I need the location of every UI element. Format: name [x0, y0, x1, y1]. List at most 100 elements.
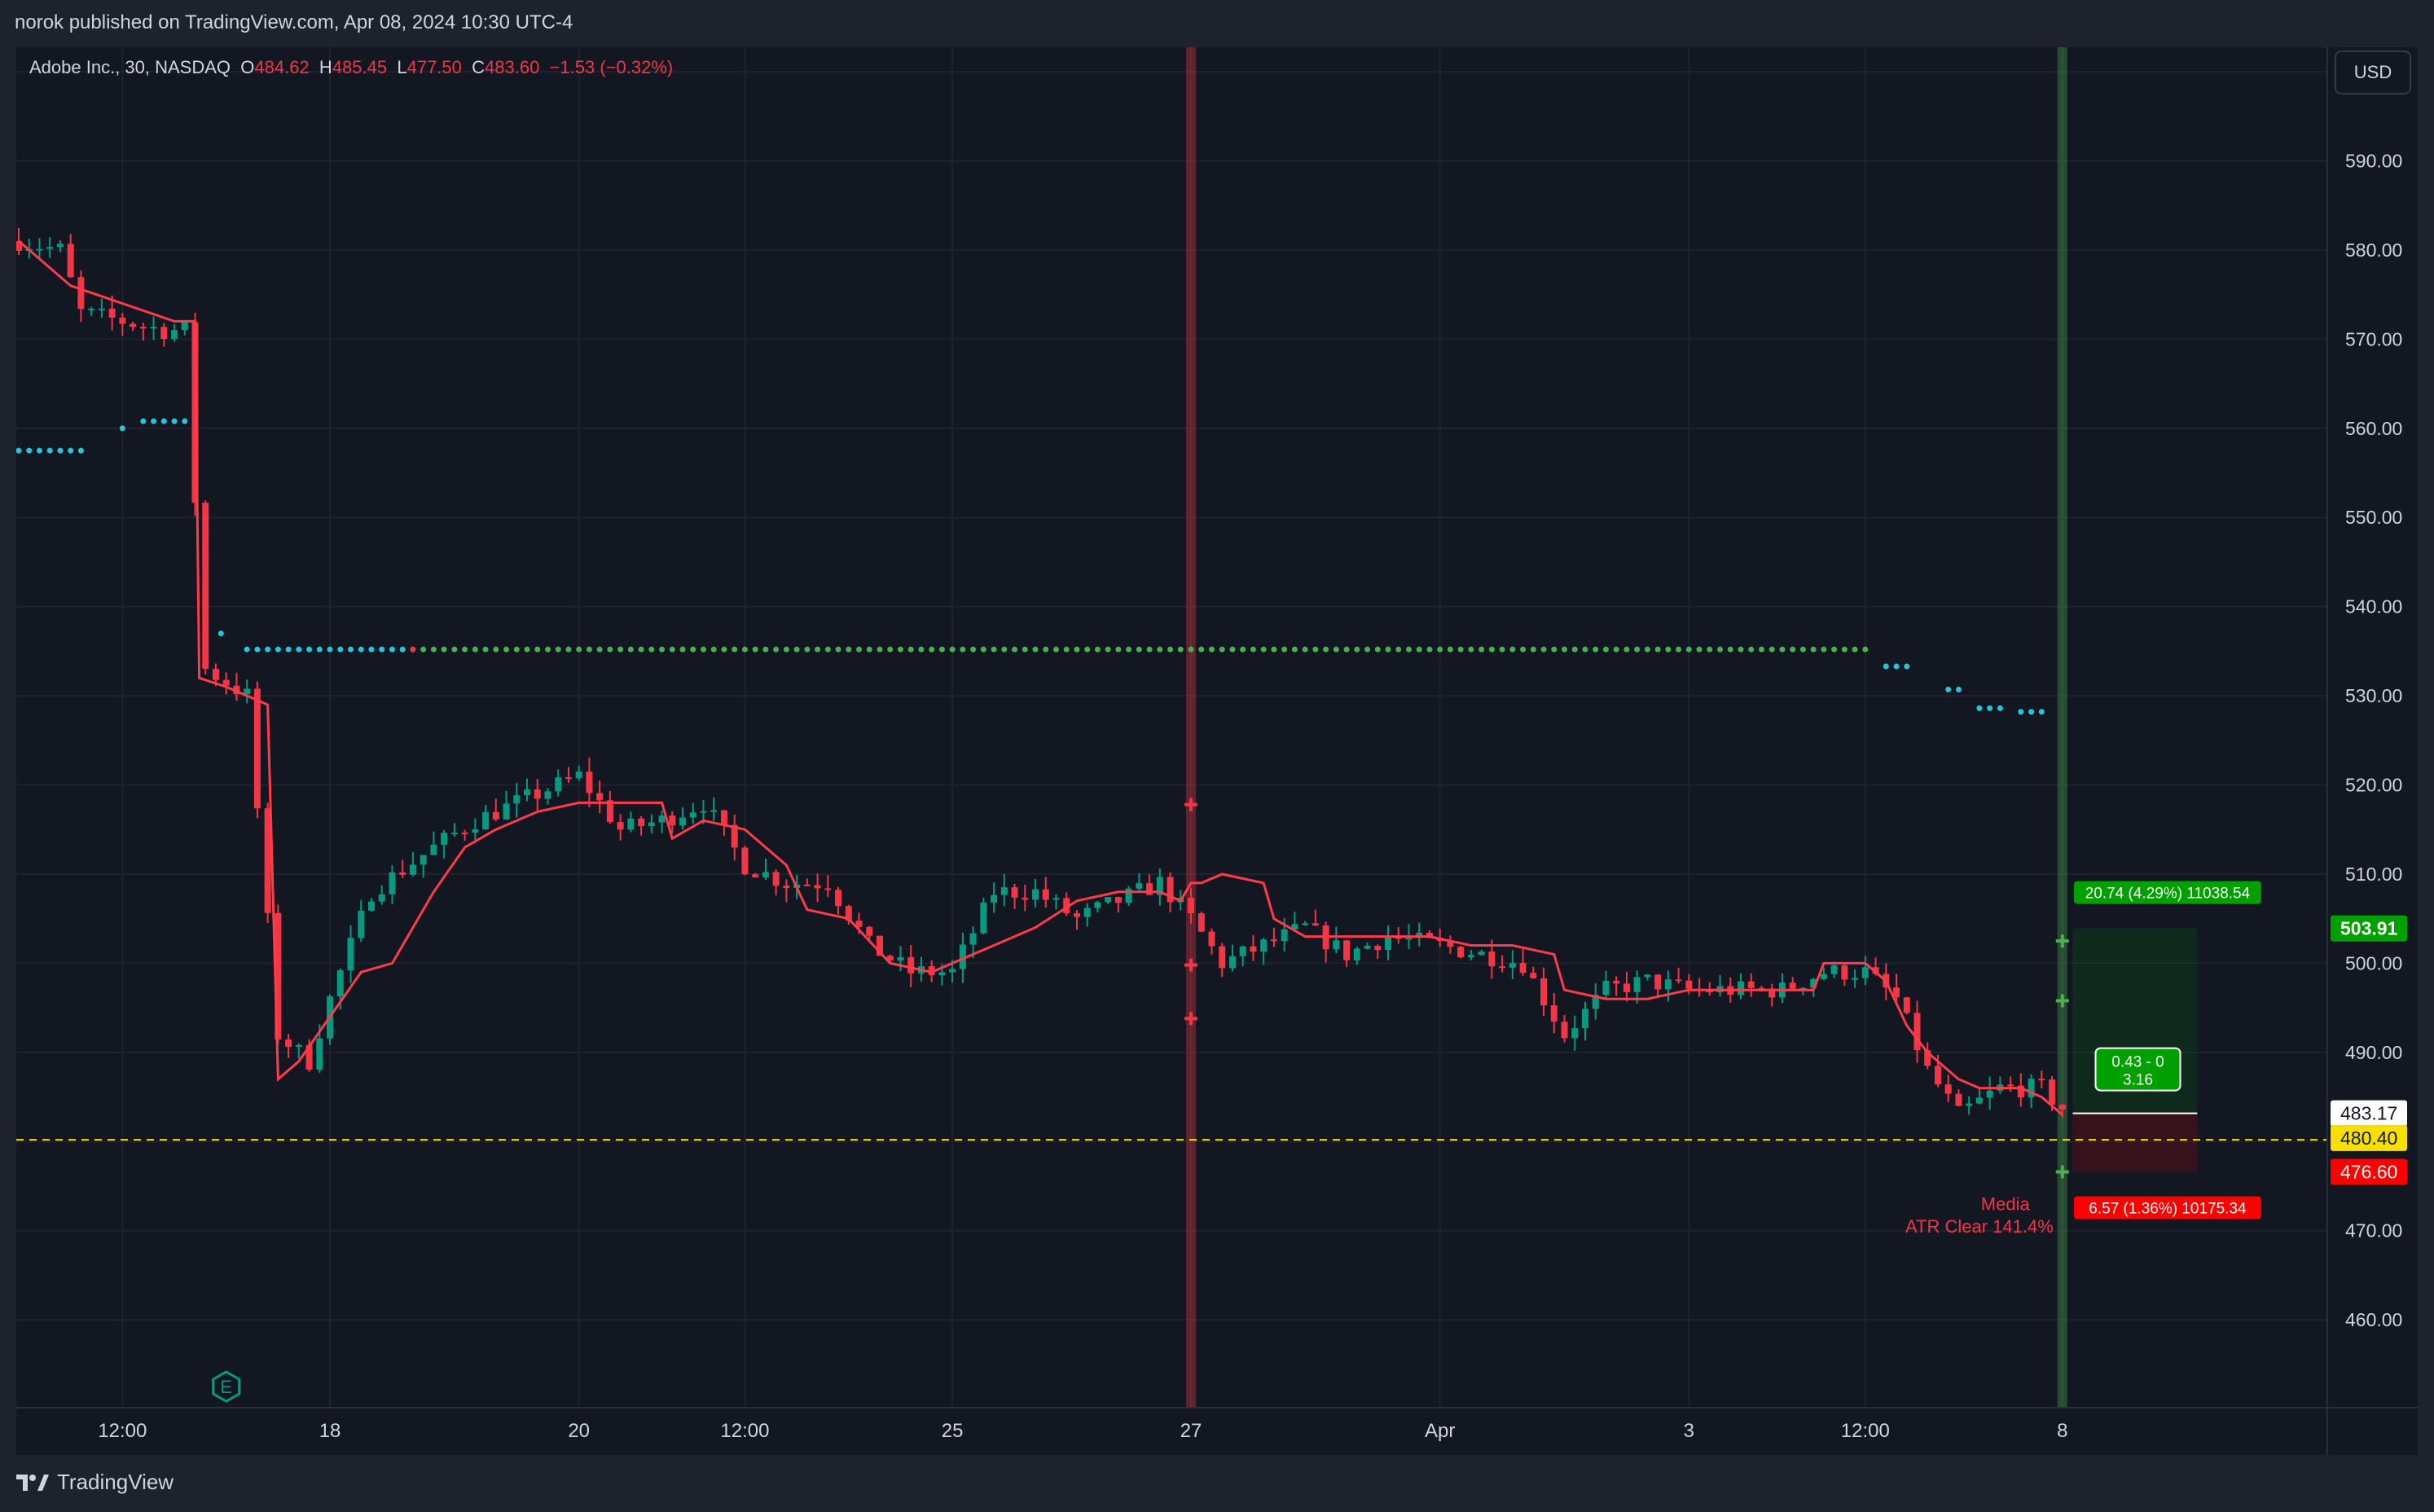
candle-body[interactable] [845, 906, 852, 921]
candle-body[interactable] [16, 240, 22, 251]
candle-body[interactable] [1457, 947, 1465, 958]
candle-body[interactable] [1405, 938, 1413, 940]
candle-body[interactable] [1467, 955, 1474, 958]
candle-body[interactable] [2049, 1079, 2056, 1105]
candle-body[interactable] [638, 818, 645, 827]
candle-body[interactable] [513, 795, 521, 804]
candle-body[interactable] [814, 885, 821, 889]
candle-body[interactable] [1944, 1084, 1952, 1094]
candle-body[interactable] [1311, 923, 1319, 926]
candle-body[interactable] [1747, 981, 1755, 988]
candle-body[interactable] [1302, 923, 1309, 925]
candle-body[interactable] [617, 822, 624, 830]
candle-body[interactable] [1063, 898, 1070, 914]
candle-body[interactable] [1197, 912, 1205, 932]
candle-body[interactable] [1499, 966, 1506, 969]
candle-body[interactable] [98, 308, 105, 310]
candle-body[interactable] [181, 322, 188, 331]
candle-body[interactable] [295, 1044, 302, 1047]
candle-body[interactable] [1353, 948, 1360, 960]
candle-body[interactable] [1052, 898, 1060, 900]
candle-body[interactable] [2038, 1079, 2045, 1081]
tradingview-logo[interactable]: TradingView [16, 1470, 174, 1495]
candle-body[interactable] [1592, 995, 1599, 1009]
candle-body[interactable] [1166, 877, 1174, 903]
candle-body[interactable] [1530, 973, 1537, 978]
candle-body[interactable] [565, 777, 572, 780]
candle-body[interactable] [461, 833, 468, 835]
candle-body[interactable] [555, 777, 562, 792]
candle-body[interactable] [1581, 1009, 1588, 1029]
candle-body[interactable] [56, 244, 64, 248]
candle-body[interactable] [1270, 939, 1277, 942]
candle-body[interactable] [877, 935, 884, 956]
candle-body[interactable] [1913, 1013, 1921, 1051]
candle-body[interactable] [1032, 889, 1039, 900]
candle-body[interactable] [1188, 898, 1195, 913]
price-chart[interactable]: E 20.74 (4.29%) 11038.54 6.57 (1.36%) 1017… [16, 47, 2418, 1455]
candle-body[interactable] [669, 815, 676, 826]
candle-body[interactable] [472, 829, 479, 833]
candle-body[interactable] [1385, 937, 1392, 951]
candle-body[interactable] [1986, 1090, 1993, 1098]
candle-body[interactable] [2028, 1079, 2035, 1098]
candle-body[interactable] [1478, 952, 1485, 956]
candle-body[interactable] [492, 811, 499, 820]
candle-body[interactable] [1219, 946, 1226, 969]
candle-body[interactable] [1561, 1022, 1568, 1039]
candle-body[interactable] [1966, 1103, 1973, 1106]
candle-body[interactable] [378, 894, 385, 902]
candle-body[interactable] [1644, 974, 1651, 978]
candle-body[interactable] [1799, 987, 1807, 990]
candle-body[interactable] [264, 808, 271, 913]
candle-body[interactable] [285, 1039, 292, 1047]
candle-body[interactable] [1955, 1093, 1962, 1106]
candle-body[interactable] [253, 688, 261, 809]
candle-body[interactable] [679, 817, 687, 826]
candle-body[interactable] [1623, 983, 1630, 992]
candle-body[interactable] [689, 812, 696, 818]
candle-body[interactable] [67, 244, 74, 278]
candle-body[interactable] [1083, 908, 1091, 917]
candle-body[interactable] [1260, 939, 1268, 952]
candle-body[interactable] [171, 330, 178, 340]
candle-body[interactable] [886, 956, 894, 961]
candle-body[interactable] [119, 317, 126, 324]
candle-body[interactable] [1633, 977, 1641, 992]
candle-body[interactable] [731, 824, 738, 848]
candle-body[interactable] [783, 886, 790, 889]
candle-body[interactable] [1114, 897, 1122, 903]
candle-body[interactable] [244, 688, 251, 695]
candle-body[interactable] [824, 888, 832, 890]
candle-body[interactable] [772, 872, 780, 886]
candle-body[interactable] [36, 248, 43, 251]
candle-body[interactable] [1602, 980, 1610, 996]
chart-area[interactable]: E 20.74 (4.29%) 11038.54 6.57 (1.36%) 1017… [16, 47, 2418, 1455]
candle-body[interactable] [150, 327, 157, 329]
candle-body[interactable] [1125, 888, 1132, 903]
candle-body[interactable] [1975, 1097, 1983, 1104]
candle-body[interactable] [752, 874, 759, 877]
candle-body[interactable] [2017, 1085, 2024, 1098]
candle-body[interactable] [1488, 952, 1496, 967]
candle-body[interactable] [1291, 924, 1298, 930]
candle-body[interactable] [358, 910, 365, 938]
candle-body[interactable] [855, 921, 863, 927]
candle-body[interactable] [544, 791, 551, 799]
candle-body[interactable] [938, 972, 946, 976]
candle-body[interactable] [409, 864, 416, 875]
candle-body[interactable] [1239, 946, 1246, 956]
candle-body[interactable] [1447, 941, 1454, 947]
candle-body[interactable] [596, 793, 604, 801]
candle-body[interactable] [762, 872, 769, 877]
candle-body[interactable] [222, 679, 230, 686]
candle-body[interactable] [1426, 933, 1433, 938]
currency-button[interactable]: USD [2335, 51, 2411, 94]
candle-body[interactable] [202, 503, 209, 669]
candle-body[interactable] [658, 815, 666, 823]
candle-body[interactable] [441, 833, 448, 845]
candle-body[interactable] [336, 970, 344, 996]
candle-body[interactable] [648, 822, 655, 827]
candle-body[interactable] [741, 847, 749, 875]
candle-body[interactable] [1395, 937, 1402, 939]
